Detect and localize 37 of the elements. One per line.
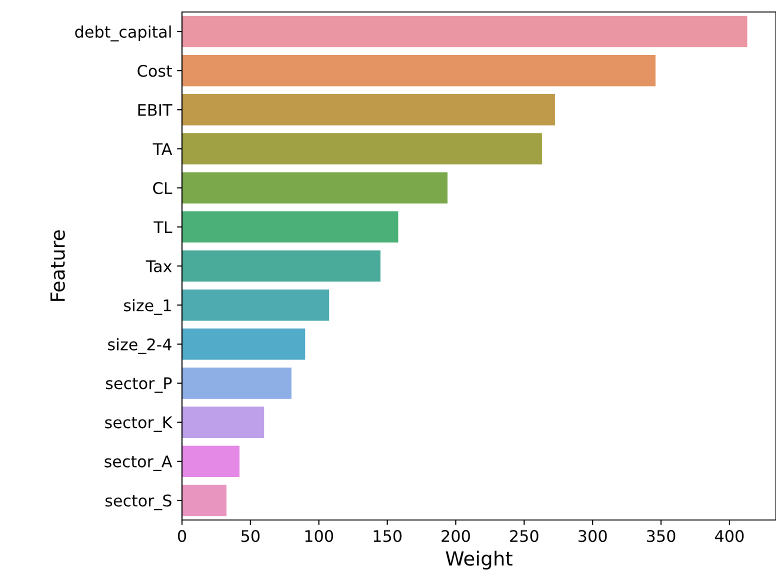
y-tick-label: TL xyxy=(154,221,172,233)
y-tick-label: CL xyxy=(153,182,172,194)
x-tick-label: 50 xyxy=(242,530,260,542)
bar xyxy=(182,250,380,282)
bar xyxy=(182,406,264,438)
bar xyxy=(182,16,748,48)
y-tick-label: sector_K xyxy=(105,416,173,432)
x-tick-label: 200 xyxy=(442,530,470,542)
y-tick-label: sector_A xyxy=(104,456,172,471)
x-tick-label: 250 xyxy=(510,530,538,542)
y-axis-title: Feature xyxy=(50,230,65,301)
bar xyxy=(182,54,656,86)
bar xyxy=(182,484,226,516)
y-tick-label: Cost xyxy=(138,64,172,77)
bar xyxy=(182,211,398,243)
bar xyxy=(182,289,330,321)
x-tick-label: 0 xyxy=(178,530,186,542)
bar xyxy=(182,94,555,126)
x-tick-label: 300 xyxy=(578,530,607,542)
y-tick-label: sector_S xyxy=(105,494,172,510)
x-tick-label: 350 xyxy=(647,530,676,542)
y-tick-label: Tax xyxy=(146,260,172,272)
x-tick-label: 150 xyxy=(374,530,402,542)
x-tick-label: 100 xyxy=(305,530,334,542)
y-tick-label: sector_P xyxy=(106,377,172,393)
x-tick-label: 400 xyxy=(715,530,744,542)
y-tick-label: EBIT xyxy=(138,104,172,116)
y-tick-label: size_2-4 xyxy=(108,338,172,354)
bar xyxy=(182,446,240,478)
bar xyxy=(182,368,292,399)
x-axis-title: Weight xyxy=(446,550,512,570)
y-tick-label: debt_capital xyxy=(75,25,171,42)
bar xyxy=(182,172,448,204)
bar xyxy=(182,133,542,164)
y-tick-label: size_1 xyxy=(124,299,171,315)
bar xyxy=(182,328,306,360)
y-tick-label: TA xyxy=(152,143,172,155)
